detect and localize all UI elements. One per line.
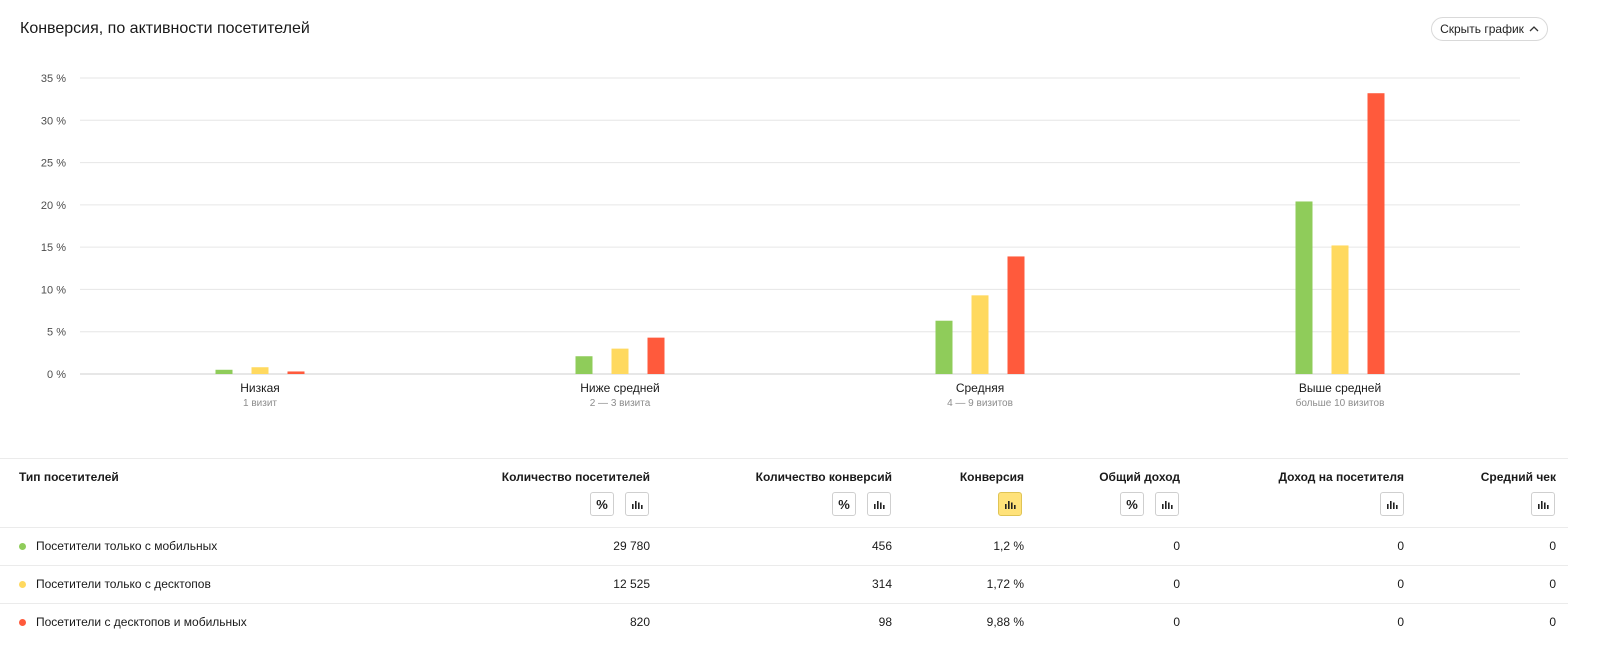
cell-visitors: 820 [629, 615, 650, 629]
y-tick-label: 20 % [41, 200, 66, 212]
chevron-up-icon [1529, 26, 1539, 32]
bar [1295, 201, 1313, 374]
bar-chart-icon [1538, 501, 1549, 509]
series-color-dot [19, 543, 26, 550]
series-color-dot [19, 581, 26, 588]
bar-chart-icon [1162, 501, 1173, 509]
table-row[interactable]: Посетители только с десктопов 12 525 314… [0, 566, 1568, 604]
cell-conversions: 456 [871, 539, 892, 553]
header-conversions[interactable]: Количество конверсий [755, 470, 892, 484]
y-tick-label: 15 % [41, 242, 66, 254]
conversions-chart-button[interactable] [867, 492, 891, 516]
cell-revenue-per-visitor: 0 [1397, 615, 1404, 629]
y-tick-label: 25 % [41, 158, 66, 170]
percent-icon: % [596, 496, 608, 512]
cell-conversion: 9,88 % [986, 615, 1024, 629]
header-conversion[interactable]: Конверсия [959, 470, 1024, 484]
x-category-label: Низкая [240, 381, 280, 395]
visitors-percent-button[interactable]: % [590, 492, 614, 516]
header-visitors[interactable]: Количество посетителей [501, 470, 650, 484]
cell-conversion: 1,72 % [986, 577, 1024, 591]
revenue-percent-button[interactable]: % [1120, 492, 1144, 516]
bar [287, 371, 305, 374]
bar [935, 320, 953, 374]
y-tick-label: 30 % [41, 115, 66, 127]
row-name: Посетители только с мобильных [36, 539, 218, 553]
cell-conversions: 98 [878, 615, 892, 629]
bar [1007, 256, 1025, 374]
visitors-chart-button[interactable] [625, 492, 649, 516]
bar [611, 348, 629, 374]
x-category-sublabel: 1 визит [243, 398, 277, 409]
bar-chart-icon [632, 501, 643, 509]
cell-revenue-per-visitor: 0 [1397, 539, 1404, 553]
y-tick-label: 35 % [41, 73, 66, 85]
hide-chart-button[interactable]: Скрыть график [1431, 17, 1548, 41]
conversions-percent-button[interactable]: % [832, 492, 856, 516]
table-header: Тип посетителей Количество посетителей %… [0, 459, 1568, 528]
x-category-label: Выше средней [1299, 381, 1381, 395]
cell-revenue-per-visitor: 0 [1397, 577, 1404, 591]
bar [575, 356, 593, 374]
bar [647, 337, 665, 374]
hide-chart-label: Скрыть график [1440, 22, 1524, 36]
bar-chart: 0 % 5 % 10 % 15 % 20 % 25 % 30 % 35 % Низкая 1 ви… [41, 73, 1520, 409]
conversion-chart-button[interactable] [998, 492, 1022, 516]
cell-avg-check: 0 [1549, 615, 1556, 629]
table-row[interactable]: Посетители с десктопов и мобильных 820 9… [0, 604, 1568, 641]
cell-conversion: 1,2 % [993, 539, 1024, 553]
bar [1367, 93, 1385, 375]
page-title: Конверсия, по активности посетителей [20, 20, 310, 37]
series-color-dot [19, 619, 26, 626]
cell-revenue: 0 [1173, 577, 1180, 591]
x-category-sublabel: 4 — 9 визитов [947, 398, 1013, 409]
x-category-label: Ниже средней [580, 381, 660, 395]
y-tick-label: 0 % [47, 369, 66, 381]
cell-visitors: 29 780 [613, 539, 650, 553]
percent-icon: % [838, 496, 850, 512]
bar-chart-icon [1387, 501, 1398, 509]
bar [971, 295, 989, 374]
table-row[interactable]: Посетители только с мобильных 29 780 456… [0, 528, 1568, 566]
header-avg-check[interactable]: Средний чек [1480, 470, 1556, 484]
bar [215, 369, 233, 374]
header-revenue-per-visitor[interactable]: Доход на посетителя [1278, 470, 1404, 484]
row-name: Посетители с десктопов и мобильных [36, 615, 247, 629]
cell-revenue: 0 [1173, 615, 1180, 629]
bar [1331, 245, 1349, 374]
cell-avg-check: 0 [1549, 577, 1556, 591]
data-table: Тип посетителей Количество посетителей %… [0, 458, 1568, 641]
cell-revenue: 0 [1173, 539, 1180, 553]
x-category-sublabel: 2 — 3 визита [590, 398, 651, 409]
bar [251, 367, 269, 374]
header-revenue[interactable]: Общий доход [1099, 470, 1180, 484]
bar-chart-icon [874, 501, 885, 509]
y-tick-label: 10 % [41, 284, 66, 296]
header-type: Тип посетителей [19, 470, 119, 484]
bar-chart-icon [1005, 501, 1016, 509]
cell-avg-check: 0 [1549, 539, 1556, 553]
x-category-sublabel: больше 10 визитов [1296, 397, 1385, 409]
revenue-per-visitor-chart-button[interactable] [1380, 492, 1404, 516]
avg-check-chart-button[interactable] [1531, 492, 1555, 516]
revenue-chart-button[interactable] [1155, 492, 1179, 516]
cell-conversions: 314 [871, 577, 892, 591]
y-tick-label: 5 % [47, 327, 66, 339]
row-name: Посетители только с десктопов [36, 577, 211, 591]
percent-icon: % [1126, 496, 1138, 512]
cell-visitors: 12 525 [613, 577, 650, 591]
x-category-label: Средняя [956, 381, 1004, 395]
